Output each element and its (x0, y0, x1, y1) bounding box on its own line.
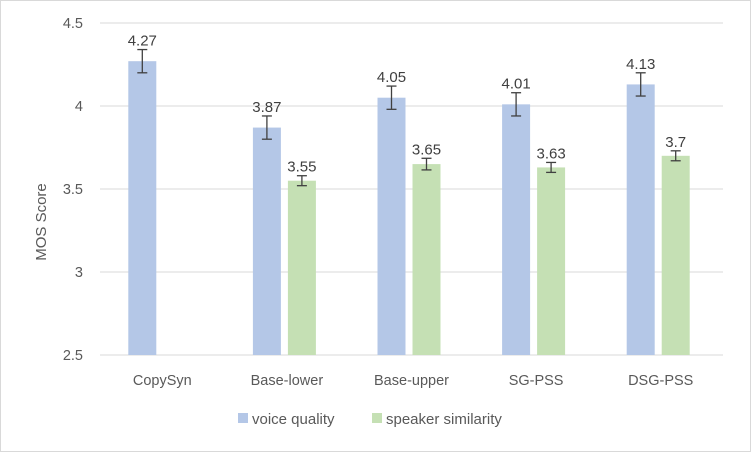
data-label: 3.63 (536, 145, 565, 162)
bar-speaker-similarity-Base-upper (412, 164, 441, 355)
data-label: 3.7 (665, 134, 686, 151)
x-tick-label: SG-PSS (509, 373, 564, 389)
y-tick-label: 4.5 (63, 16, 83, 32)
legend-label: speaker similarity (386, 411, 502, 428)
y-tick-label: 3 (75, 265, 83, 281)
bar-voice-quality-DSG-PSS (626, 84, 655, 356)
data-label: 3.65 (412, 141, 441, 158)
bars (128, 61, 690, 356)
x-tick-label: Base-lower (251, 373, 324, 389)
x-tick-label: Base-upper (374, 373, 449, 389)
legend-swatch-voice-quality (238, 413, 248, 423)
bar-voice-quality-Base-lower (252, 127, 281, 355)
bar-voice-quality-SG-PSS (502, 104, 531, 355)
data-label: 3.55 (287, 159, 316, 176)
gridlines (100, 22, 723, 356)
data-labels: 4.27 3.87 3.55 4.05 3.65 4.01 3.63 4.13 3.7 (128, 33, 686, 176)
y-tick-label: 2.5 (63, 348, 83, 364)
error-bars (137, 48, 681, 187)
y-axis-title: MOS Score (33, 183, 50, 261)
x-axis-tick-labels: CopySyn Base-lower Base-upper SG-PSS DSG-PSS (133, 373, 693, 389)
legend-swatch-speaker-similarity (372, 413, 382, 423)
x-tick-label: DSG-PSS (628, 373, 693, 389)
legend: voice quality speaker similarity (238, 411, 502, 428)
x-tick-label: CopySyn (133, 373, 192, 389)
data-label: 4.05 (377, 69, 406, 86)
bar-voice-quality-CopySyn (128, 61, 157, 356)
data-label: 4.01 (501, 76, 530, 93)
bar-speaker-similarity-Base-lower (287, 180, 316, 355)
legend-label: voice quality (252, 411, 335, 428)
bar-speaker-similarity-DSG-PSS (661, 155, 690, 355)
bar-voice-quality-Base-upper (377, 97, 406, 355)
data-label: 3.87 (252, 99, 281, 116)
data-label: 4.27 (128, 33, 157, 50)
y-tick-label: 3.5 (63, 182, 83, 198)
y-axis-tick-labels: 2.5 3 3.5 4 4.5 (63, 16, 83, 364)
data-label: 4.13 (626, 56, 655, 73)
bar-speaker-similarity-SG-PSS (537, 167, 566, 355)
y-tick-label: 4 (75, 99, 83, 115)
